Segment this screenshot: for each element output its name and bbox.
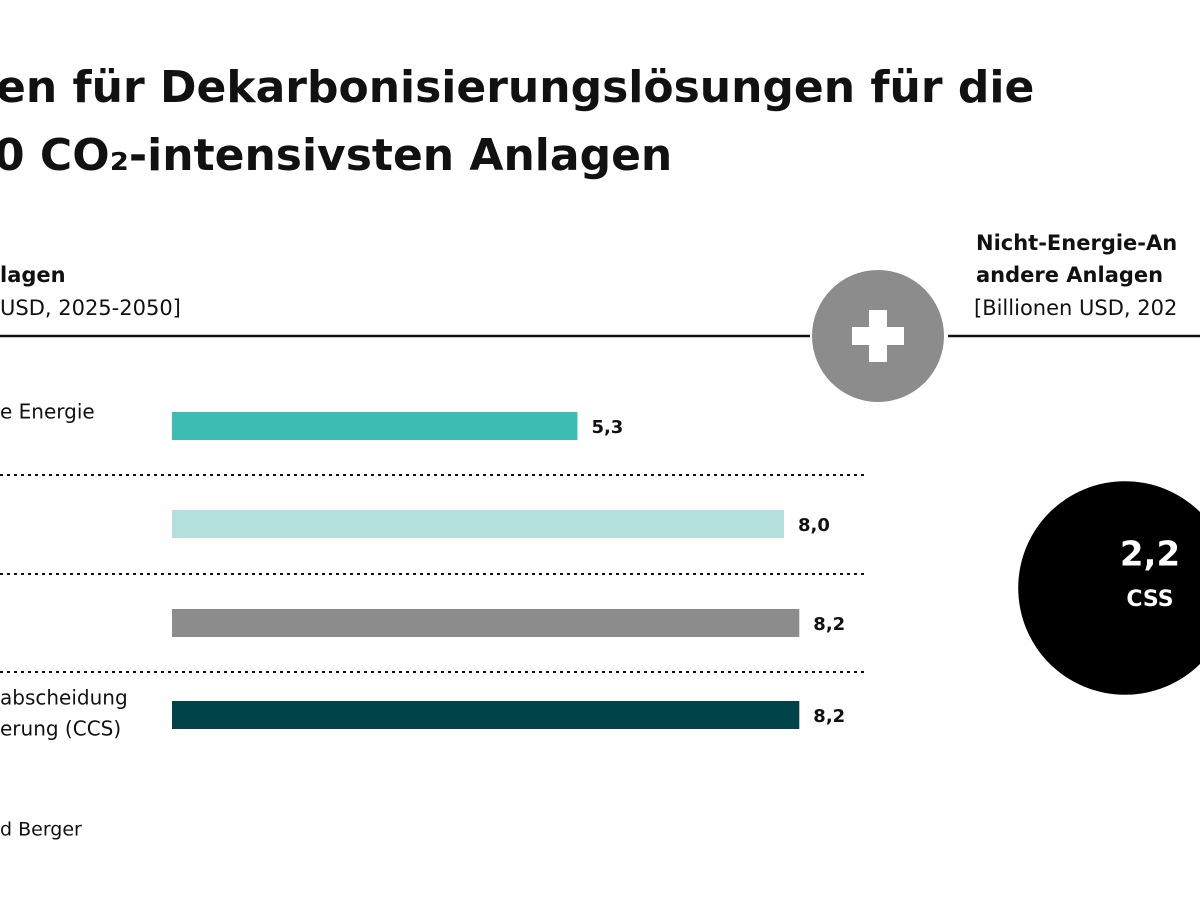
bar — [172, 609, 800, 637]
bubble-label: CSS — [1126, 587, 1173, 612]
title-line: en für Dekarbonisierungslösungen für die — [0, 62, 1034, 113]
panel-title: lagen — [0, 263, 66, 287]
source: d Berger — [0, 819, 82, 841]
value-label: 8,0 — [798, 515, 830, 536]
category-label: abscheidung — [0, 686, 128, 710]
category-label: erung (CCS) — [0, 717, 121, 741]
bubble — [1018, 481, 1200, 695]
value-label: 8,2 — [813, 706, 845, 727]
plus-icon — [869, 310, 887, 362]
panel-unit: [Billionen USD, 202 — [974, 296, 1177, 320]
title-line: 0 CO₂-intensivsten Anlagen — [0, 130, 672, 181]
bar — [172, 412, 578, 440]
bar — [172, 701, 800, 729]
panel-title: Nicht-Energie-An — [976, 231, 1177, 255]
value-label: 5,3 — [591, 417, 623, 438]
value-label: 8,2 — [813, 614, 845, 635]
category-label: e Energie — [0, 400, 95, 424]
panel-unit: USD, 2025-2050] — [0, 296, 181, 320]
panel-title: andere Anlagen — [976, 263, 1163, 287]
bar — [172, 510, 784, 538]
bubble-value: 2,2 — [1120, 535, 1180, 575]
